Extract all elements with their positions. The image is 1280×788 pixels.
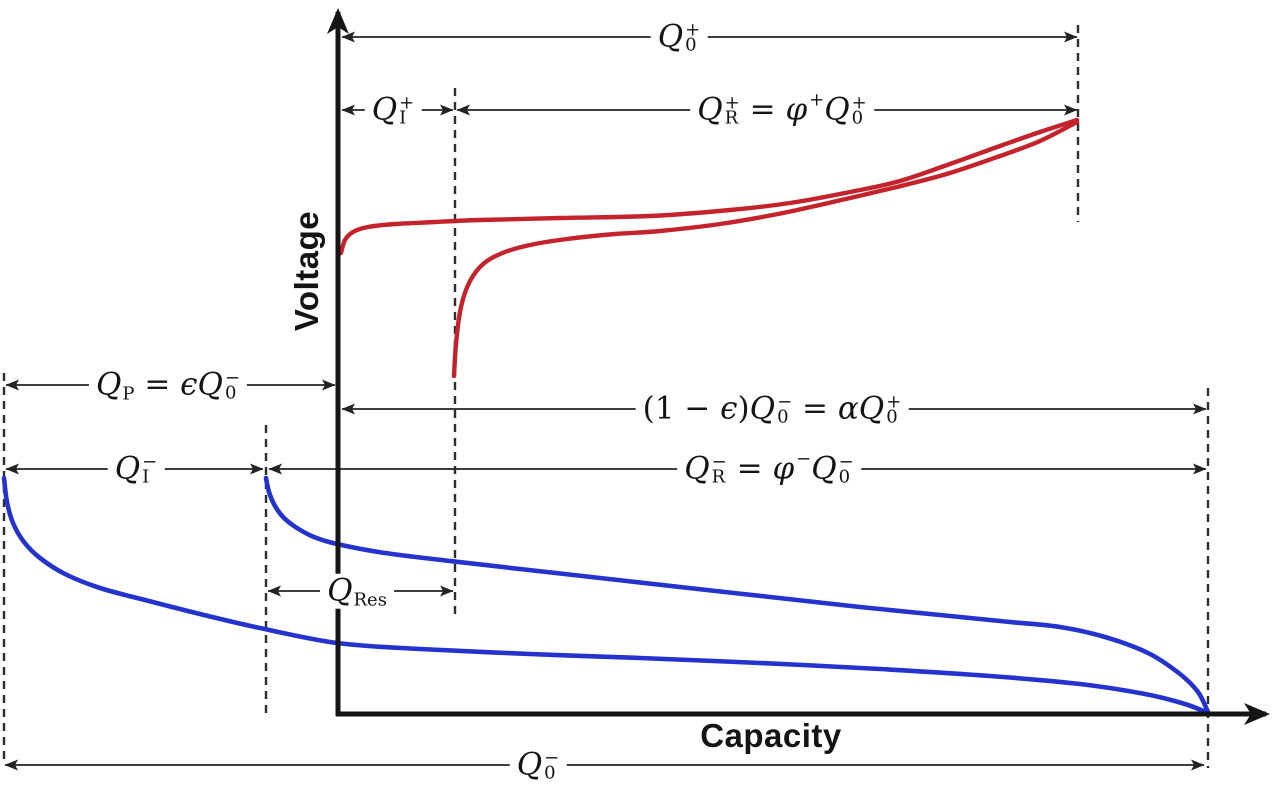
positive-electrode-discharge-curve	[451, 119, 1080, 379]
negative-electrode-outer-curve	[1, 475, 1211, 716]
axes-layer	[327, 8, 1270, 725]
positive-electrode-charge-curve	[338, 117, 1080, 256]
curves-layer	[1, 117, 1211, 716]
negative-electrode-inner-curve	[263, 475, 1211, 715]
